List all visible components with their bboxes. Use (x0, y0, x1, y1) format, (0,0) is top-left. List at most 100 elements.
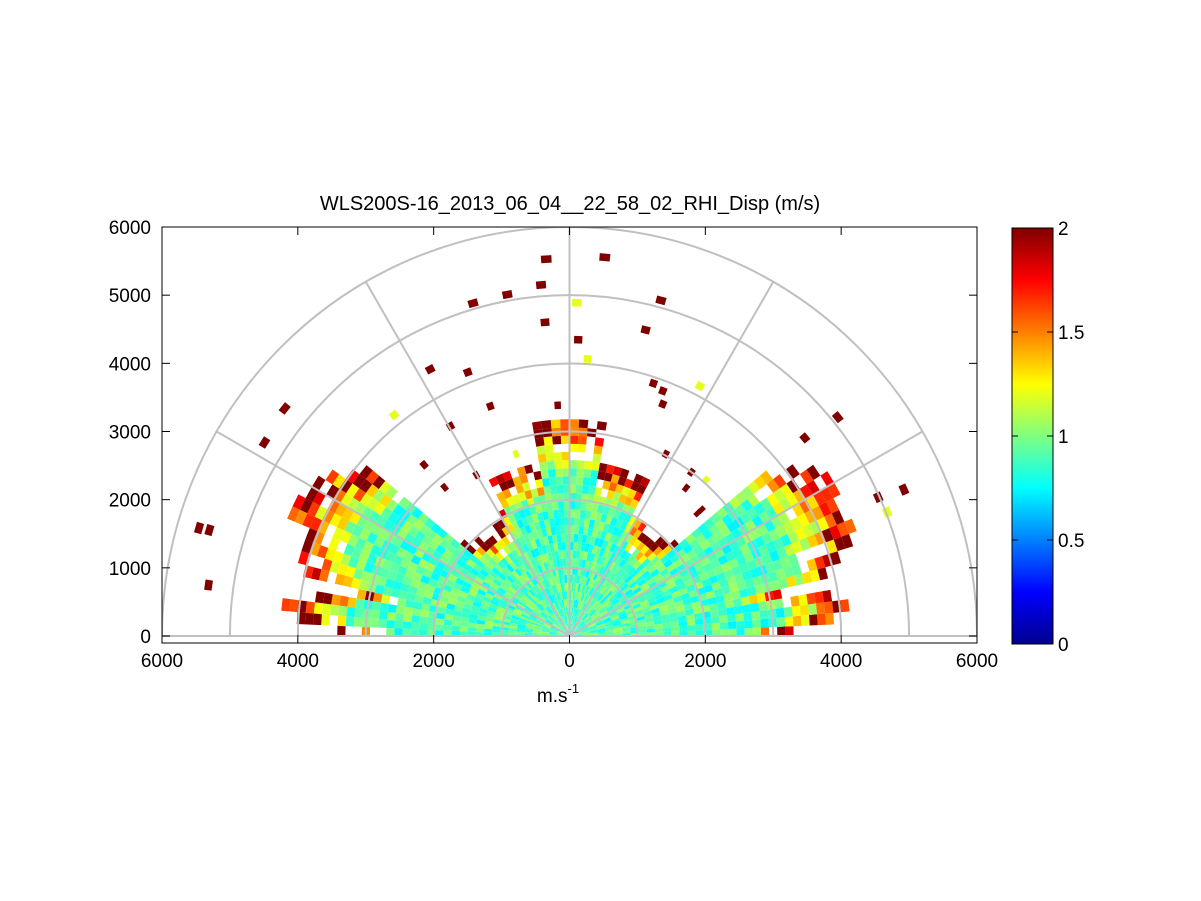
heatmap-cell (638, 554, 648, 564)
heatmap-cell (404, 568, 416, 579)
heatmap-cell (466, 593, 476, 602)
heatmap-cell (596, 421, 608, 431)
angle-spoke (364, 281, 571, 637)
heatmap-cell (560, 435, 570, 444)
heatmap-cell (456, 558, 467, 568)
heatmap-cell (530, 598, 538, 606)
heatmap-cell (569, 435, 579, 444)
heatmap-cell (519, 574, 528, 583)
heatmap-cell (492, 578, 502, 587)
heatmap-cell (317, 520, 330, 535)
heatmap-cell (681, 483, 691, 493)
heatmap-cell (661, 449, 671, 459)
heatmap-cell (786, 464, 800, 479)
heatmap-cell (671, 590, 681, 599)
heatmap-cell (702, 528, 714, 540)
heatmap-cell (794, 527, 807, 541)
heatmap-cell (381, 559, 393, 571)
heatmap-cell (438, 601, 448, 609)
heatmap-cell (509, 561, 518, 571)
heatmap-cell (708, 603, 718, 612)
heatmap-cell (613, 565, 622, 575)
heatmap-cell (561, 616, 566, 625)
heatmap-cell (686, 549, 697, 560)
heatmap-cell (553, 622, 561, 629)
x-axis-label-superscript: -1 (568, 681, 580, 696)
heatmap-cell (371, 601, 381, 611)
heatmap-cell (502, 488, 512, 499)
heatmap-cell (565, 591, 568, 600)
heatmap-cell (339, 530, 352, 544)
heatmap-cell (554, 517, 560, 527)
heatmap-cell (579, 550, 585, 560)
heatmap-cell (588, 627, 598, 631)
heatmap-cell (664, 576, 675, 586)
heatmap-cell (521, 611, 530, 617)
heatmap-cell (619, 521, 628, 531)
heatmap-cell (569, 517, 575, 526)
heatmap-cell (710, 558, 721, 569)
heatmap-cell (553, 622, 561, 629)
heatmap-cell (655, 576, 665, 585)
heatmap-cell (556, 534, 562, 543)
heatmap-cell (675, 605, 685, 613)
x-tick-label: 4000 (820, 651, 862, 672)
heatmap-cell (610, 615, 620, 621)
heatmap-cell (369, 544, 382, 557)
heatmap-cell (443, 619, 453, 626)
heatmap-cell (637, 522, 647, 533)
heatmap-cell (751, 610, 761, 620)
heatmap-cell (697, 522, 709, 534)
heatmap-cell (570, 615, 573, 624)
heatmap-cell (543, 622, 552, 628)
heatmap-cell (537, 592, 544, 601)
heatmap-cell (564, 525, 570, 534)
heatmap-cell (463, 602, 473, 610)
heatmap-cell (545, 606, 553, 615)
heatmap-cell (585, 617, 593, 624)
heatmap-cell (576, 619, 583, 627)
heatmap-cell (732, 547, 744, 559)
heatmap-cell (538, 614, 547, 621)
heatmap-cell (557, 632, 566, 636)
heatmap-cell (753, 502, 766, 516)
heatmap-cell (720, 629, 729, 636)
heatmap-cell (363, 561, 375, 574)
heatmap-cell (528, 600, 537, 608)
heatmap-cell (658, 540, 669, 551)
heatmap-cell (527, 601, 536, 609)
heatmap-cell (724, 599, 735, 609)
heatmap-cell (573, 542, 578, 551)
heatmap-cell (524, 489, 533, 500)
heatmap-cell (419, 616, 429, 624)
heatmap-cell (537, 602, 545, 610)
heatmap-cell (784, 543, 796, 557)
heatmap-cell (769, 549, 781, 562)
heatmap-cell (613, 626, 623, 631)
heatmap-cell (521, 516, 530, 527)
heatmap-cell (747, 494, 760, 507)
heatmap-cell (671, 631, 680, 636)
heatmap-cell (617, 511, 627, 522)
heatmap-cell (443, 630, 452, 636)
heatmap-cell (770, 579, 781, 591)
heatmap-cell (529, 558, 537, 568)
heatmap-cell (574, 509, 581, 518)
heatmap-cell (825, 612, 835, 625)
heatmap-cell (676, 610, 686, 617)
heatmap-cell (339, 595, 349, 607)
heatmap-cell (605, 559, 613, 569)
heatmap-cell (467, 572, 477, 581)
heatmap-cell (689, 595, 700, 604)
heatmap-cell (458, 590, 468, 599)
heatmap-cell (562, 468, 570, 477)
heatmap-cell (534, 538, 542, 548)
heatmap-cell (378, 480, 392, 495)
heatmap-cell (772, 589, 783, 600)
heatmap-cell (437, 606, 447, 614)
heatmap-cell (508, 625, 518, 630)
heatmap-cell (569, 419, 579, 428)
heatmap-cell (404, 599, 415, 609)
heatmap-cell (469, 567, 480, 577)
heatmap-cell (634, 551, 644, 561)
